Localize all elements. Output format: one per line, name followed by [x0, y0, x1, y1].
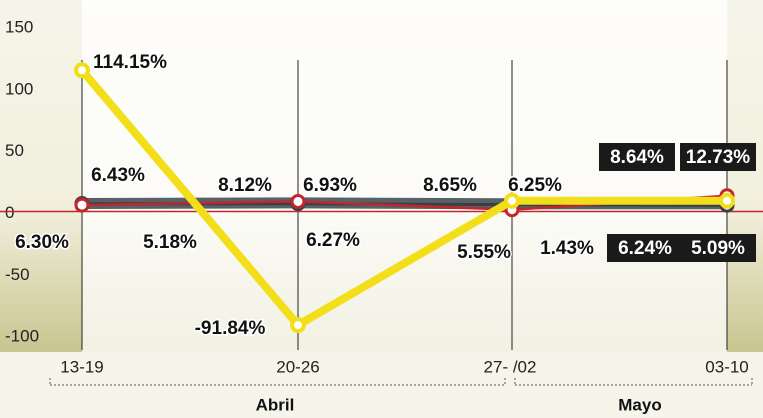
value-label: 5.18% [143, 232, 197, 253]
value-label: 8.65% [423, 175, 477, 196]
group-label: Mayo [618, 395, 661, 414]
y-tick-label: 100 [5, 79, 33, 98]
value-label: -91.84% [195, 318, 266, 339]
label-box [680, 234, 756, 262]
plot-area [82, 0, 727, 352]
x-tick-label: 20-26 [276, 357, 319, 376]
point [290, 193, 306, 209]
group-label: Abril [256, 395, 295, 414]
y-tick-label: 0 [5, 203, 14, 222]
x-tick-label: 13-19 [60, 357, 103, 376]
value-label: 8.64% [610, 147, 664, 168]
value-label: 6.93% [303, 175, 357, 196]
value-label: 12.73% [686, 147, 751, 168]
value-label: 1.43% [540, 238, 594, 259]
y-tick-label: -50 [5, 265, 30, 284]
value-label: 6.30% [15, 232, 69, 253]
value-label: 6.25% [508, 175, 562, 196]
point [719, 192, 735, 209]
label-box [607, 234, 683, 262]
value-label: 114.15% [93, 52, 167, 73]
point [74, 197, 90, 213]
x-tick-label: 03-10 [705, 357, 748, 376]
value-label: 6.43% [91, 165, 145, 186]
label-box [599, 143, 675, 171]
value-label: 6.24% [618, 238, 672, 259]
series-line [78, 67, 728, 330]
point [504, 192, 520, 209]
y-tick-label: 150 [5, 17, 33, 36]
y-tick-label: 50 [5, 141, 24, 160]
value-label: 8.12% [218, 175, 272, 196]
x-tick-label: 27- /02 [484, 357, 537, 376]
value-label: 5.55% [457, 242, 511, 263]
point [74, 62, 90, 79]
y-tick-label: -100 [5, 327, 39, 346]
value-label: 5.09% [691, 238, 745, 259]
point [290, 317, 306, 334]
label-box [680, 143, 756, 171]
value-label: 6.27% [306, 230, 360, 251]
